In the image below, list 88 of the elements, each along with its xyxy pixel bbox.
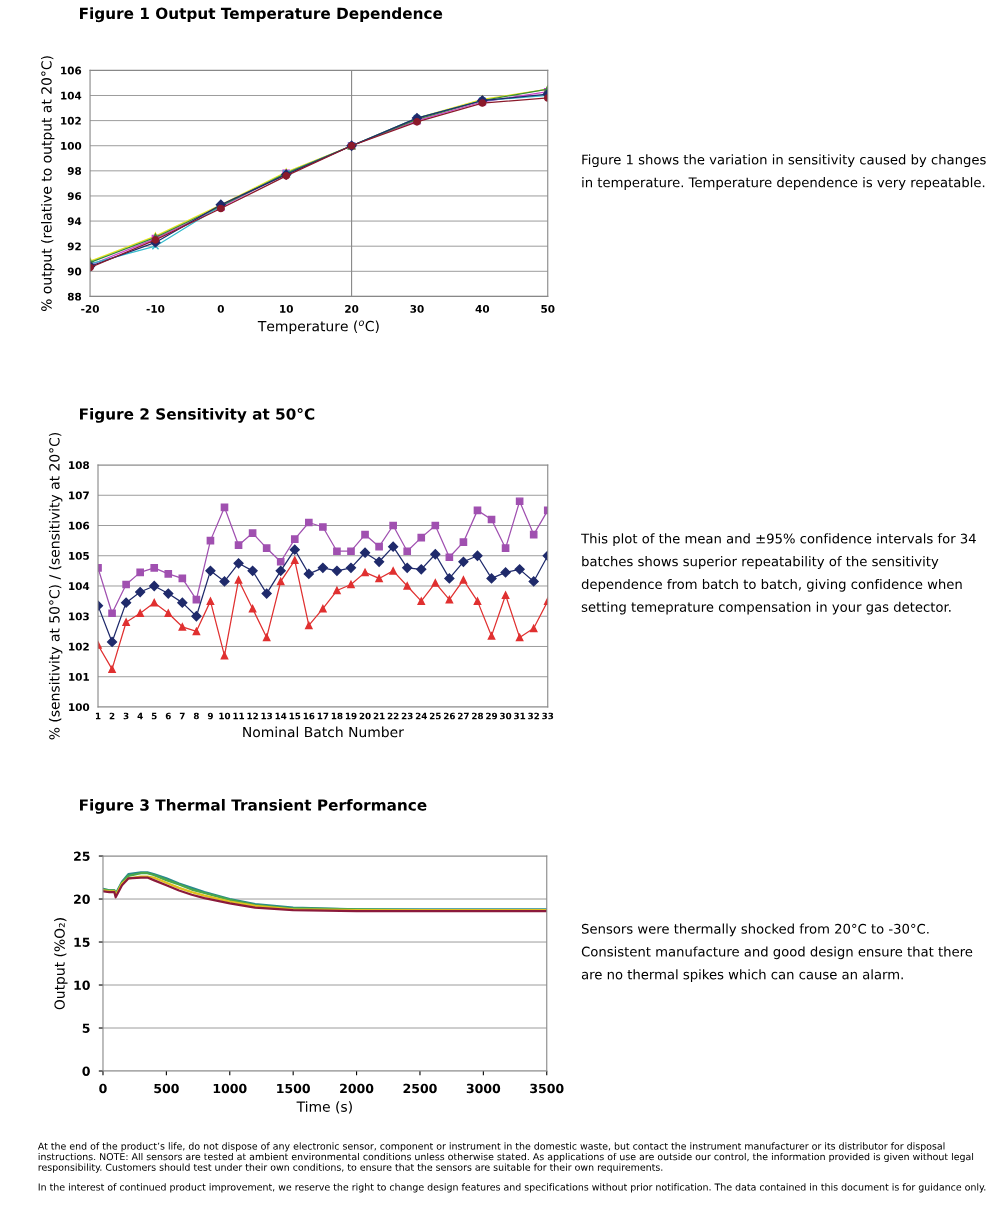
x-tick-label: 40 xyxy=(475,304,490,313)
y-tick-label: 105 xyxy=(69,551,89,560)
y-tick-label: 98 xyxy=(67,167,82,175)
x-tick-label: 21 xyxy=(373,712,385,720)
x-tick-label: -20 xyxy=(81,304,99,313)
x-tick-label: -10 xyxy=(146,304,165,313)
y-axis-title: % output (relative to output at 20°C) xyxy=(40,56,55,311)
y-tick-label: 92 xyxy=(67,242,81,251)
x-tick-label: 4 xyxy=(137,712,143,720)
x-tick-label: 0 xyxy=(217,304,224,313)
caption: Figure 1 shows the variation in sensitivity caused by changes in temperature. Temperature dependence is very repeatable. xyxy=(582,154,986,190)
y-tick-label: 100 xyxy=(69,703,90,712)
chart-title: Figure 1 Output Temperature Dependence xyxy=(80,7,443,23)
y-tick-label: 103 xyxy=(69,612,89,621)
y-tick-label: 101 xyxy=(69,672,89,681)
x-tick-label: 50 xyxy=(541,304,555,313)
x-tick-label: 29 xyxy=(486,712,498,720)
text: At the end of the product’s life, do not dispose of any electronic sensor, component or instrument in the domestic waste, but contact the instrument manufacturer or its distributor for disposal instructions. NOTE: All sensors are tested at ambient environmental conditions unless otherwise stated. As applications of use are outside our control, the information provided is given without legal responsibility. Customers should test under their own conditions, to ensure that the sensors are suitable for their own requirements. xyxy=(37,1142,974,1173)
x-tick-label: 28 xyxy=(472,712,484,720)
x-tick-label: 17 xyxy=(317,712,329,720)
x-tick-label: 1 xyxy=(95,712,101,720)
x-tick-label: 33 xyxy=(542,712,554,720)
x-tick-label: 0 xyxy=(99,1083,107,1094)
x-tick-label: 30 xyxy=(500,712,512,720)
x-tick-label: 18 xyxy=(331,712,343,720)
y-tick-label: 90 xyxy=(67,267,82,276)
x-tick-label: 22 xyxy=(387,712,399,720)
text: This plot of the mean and ±95% confidence intervals for 34 batches shows superior repeatability of the sensitivity dependence from batch to batch, giving confidence when setting temeprature compensation in your gas detector. xyxy=(581,533,976,615)
x-tick-label: 26 xyxy=(443,712,455,720)
x-tick-label: 15 xyxy=(289,712,301,720)
x-tick-label: 13 xyxy=(261,712,273,720)
y-tick-label: 104 xyxy=(61,91,82,100)
x-tick-label: 30 xyxy=(410,304,424,313)
y-tick-label: 25 xyxy=(74,851,90,861)
x-tick-label: 11 xyxy=(233,712,245,720)
x-tick-label: 20 xyxy=(345,304,359,313)
x-tick-label: 20 xyxy=(359,712,371,720)
y-tick-label: 94 xyxy=(67,217,82,226)
x-tick-label: 6 xyxy=(165,712,171,720)
x-tick-label: 19 xyxy=(345,712,357,720)
x-tick-label: 10 xyxy=(280,304,293,313)
x-tick-label: 9 xyxy=(207,712,213,720)
y-tick-label: 100 xyxy=(61,141,82,150)
chart-title: Figure 3 Thermal Transient Performance xyxy=(80,798,427,814)
x-axis-title: Nominal Batch Number xyxy=(243,726,404,738)
y-tick-label: 102 xyxy=(61,116,81,125)
x-tick-label: 25 xyxy=(429,712,441,720)
y-tick-label: 106 xyxy=(61,66,82,75)
y-axis-title: Output (%O₂) xyxy=(54,918,68,1010)
x-tick-label: 3500 xyxy=(530,1083,564,1094)
x-tick-label: 2000 xyxy=(340,1083,374,1094)
x-tick-label: 7 xyxy=(179,712,185,720)
x-axis-title: Time (s) xyxy=(296,1101,352,1114)
x-tick-label: 12 xyxy=(247,712,258,720)
x-tick-label: 16 xyxy=(303,712,315,720)
y-tick-label: 102 xyxy=(69,642,89,651)
x-tick-label: 2500 xyxy=(403,1083,437,1094)
y-tick-label: 5 xyxy=(82,1023,90,1033)
x-tick-label: 1500 xyxy=(277,1083,310,1094)
y-tick-label: 108 xyxy=(69,461,90,470)
x-tick-label: 31 xyxy=(514,712,526,720)
x-tick-label: 23 xyxy=(401,712,413,720)
text: In the interest of continued product improvement, we reserve the right to change design features and specifications without prior notification. The data contained in this document is for guidance only. xyxy=(38,1183,986,1193)
x-tick-label: 2 xyxy=(109,712,115,720)
chart-title: Figure 2 Sensitivity at 50°C xyxy=(80,407,315,423)
x-tick-label: 32 xyxy=(528,712,540,720)
x-tick-label: 10 xyxy=(219,712,231,720)
x-tick-label: 5 xyxy=(151,712,157,720)
x-tick-label: 27 xyxy=(458,712,469,720)
x-tick-label: 14 xyxy=(275,712,287,720)
x-tick-label: 8 xyxy=(193,712,199,720)
y-tick-label: 0 xyxy=(82,1066,90,1076)
x-tick-label: 1000 xyxy=(213,1083,247,1094)
y-tick-label: 88 xyxy=(67,292,82,301)
x-tick-label: 3 xyxy=(123,712,129,720)
y-tick-label: 107 xyxy=(69,491,89,500)
y-tick-label: 15 xyxy=(74,937,90,947)
y-tick-label: 20 xyxy=(74,894,90,904)
text: Sensors were thermally shocked from 20°C to -30°C. Consistent manufacture and good design ensure that there are no thermal spikes which can cause an alarm. xyxy=(581,923,973,982)
x-tick-label: 24 xyxy=(415,712,427,720)
x-tick-label: 3000 xyxy=(466,1083,501,1094)
y-axis-title: % (sensitivity at 50°C) / (sensitivity at 20°C) xyxy=(48,432,63,740)
y-tick-label: 106 xyxy=(69,521,90,530)
x-tick-label: 500 xyxy=(154,1083,179,1094)
y-tick-label: 104 xyxy=(69,582,90,591)
y-tick-label: 96 xyxy=(67,192,82,201)
y-tick-label: 10 xyxy=(74,980,90,990)
x-axis-title: Temperature ($^{o}$C) xyxy=(257,320,379,335)
